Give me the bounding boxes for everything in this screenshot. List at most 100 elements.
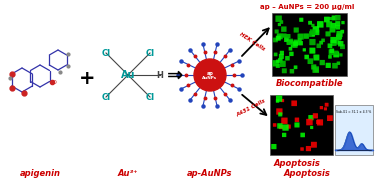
FancyBboxPatch shape [331, 23, 336, 28]
FancyBboxPatch shape [316, 120, 320, 124]
Text: Au³⁺: Au³⁺ [118, 169, 138, 178]
Bar [270, 95, 333, 155]
Text: ap: ap [206, 70, 214, 76]
FancyBboxPatch shape [293, 40, 299, 45]
FancyBboxPatch shape [276, 16, 282, 22]
FancyBboxPatch shape [335, 25, 340, 30]
FancyBboxPatch shape [335, 21, 340, 26]
FancyBboxPatch shape [330, 40, 336, 46]
FancyBboxPatch shape [300, 147, 304, 151]
FancyBboxPatch shape [311, 142, 317, 148]
FancyBboxPatch shape [281, 99, 284, 102]
Text: Cl: Cl [146, 92, 155, 102]
Text: Cl: Cl [101, 92, 110, 102]
Text: Sub-G1 = 31.1 ± 4.3 %: Sub-G1 = 31.1 ± 4.3 % [336, 110, 372, 114]
FancyBboxPatch shape [306, 146, 311, 151]
FancyBboxPatch shape [320, 60, 325, 65]
Text: HEK Cells: HEK Cells [239, 32, 266, 52]
FancyBboxPatch shape [313, 55, 319, 61]
FancyBboxPatch shape [316, 44, 321, 48]
FancyBboxPatch shape [313, 113, 318, 118]
FancyBboxPatch shape [287, 39, 293, 45]
FancyBboxPatch shape [299, 18, 303, 22]
FancyBboxPatch shape [314, 68, 318, 72]
FancyBboxPatch shape [308, 115, 314, 120]
FancyBboxPatch shape [293, 41, 298, 46]
FancyBboxPatch shape [282, 124, 289, 131]
FancyBboxPatch shape [317, 21, 324, 28]
FancyBboxPatch shape [279, 54, 284, 59]
FancyBboxPatch shape [336, 35, 341, 40]
FancyBboxPatch shape [277, 123, 283, 129]
FancyBboxPatch shape [338, 41, 341, 44]
FancyBboxPatch shape [280, 51, 284, 55]
Text: ⇒: ⇒ [167, 66, 183, 85]
FancyBboxPatch shape [289, 52, 294, 56]
FancyBboxPatch shape [276, 99, 279, 103]
FancyBboxPatch shape [294, 27, 299, 33]
FancyBboxPatch shape [273, 123, 276, 127]
FancyBboxPatch shape [340, 44, 345, 49]
Text: Apoptosis: Apoptosis [284, 169, 330, 178]
FancyBboxPatch shape [299, 41, 303, 45]
FancyBboxPatch shape [294, 122, 299, 128]
FancyBboxPatch shape [297, 33, 304, 40]
FancyBboxPatch shape [332, 15, 337, 20]
FancyBboxPatch shape [306, 119, 313, 125]
Bar [272, 13, 347, 76]
FancyBboxPatch shape [290, 69, 294, 73]
FancyBboxPatch shape [282, 133, 286, 137]
FancyBboxPatch shape [280, 20, 283, 24]
Text: +: + [79, 68, 95, 87]
FancyBboxPatch shape [311, 24, 314, 27]
Text: Cl: Cl [146, 48, 155, 57]
Text: Apoptosis: Apoptosis [273, 158, 320, 167]
FancyBboxPatch shape [287, 125, 291, 129]
Text: AuNPs: AuNPs [203, 76, 218, 80]
Text: A431 Cells: A431 Cells [235, 98, 266, 118]
Text: H: H [156, 70, 163, 79]
Bar [335, 105, 373, 155]
FancyBboxPatch shape [309, 31, 315, 37]
FancyBboxPatch shape [327, 115, 333, 121]
FancyBboxPatch shape [279, 125, 283, 129]
Text: Biocompatible: Biocompatible [276, 79, 343, 89]
FancyBboxPatch shape [336, 34, 342, 39]
FancyBboxPatch shape [328, 55, 332, 59]
FancyBboxPatch shape [304, 33, 309, 39]
FancyBboxPatch shape [330, 48, 334, 53]
FancyBboxPatch shape [313, 66, 319, 73]
FancyBboxPatch shape [289, 47, 292, 51]
Circle shape [194, 59, 226, 91]
FancyBboxPatch shape [273, 60, 279, 66]
FancyBboxPatch shape [309, 39, 316, 45]
FancyBboxPatch shape [329, 17, 332, 20]
FancyBboxPatch shape [324, 107, 327, 110]
FancyBboxPatch shape [319, 41, 323, 45]
FancyBboxPatch shape [312, 33, 315, 36]
FancyBboxPatch shape [309, 48, 315, 54]
FancyBboxPatch shape [338, 41, 344, 46]
FancyBboxPatch shape [277, 33, 283, 39]
FancyBboxPatch shape [313, 26, 319, 33]
FancyBboxPatch shape [276, 96, 282, 102]
FancyBboxPatch shape [287, 41, 290, 45]
FancyBboxPatch shape [320, 106, 323, 109]
FancyBboxPatch shape [274, 53, 277, 56]
FancyBboxPatch shape [341, 21, 345, 24]
FancyBboxPatch shape [311, 64, 316, 70]
FancyBboxPatch shape [330, 27, 335, 33]
FancyBboxPatch shape [325, 63, 331, 68]
FancyBboxPatch shape [301, 133, 305, 137]
FancyBboxPatch shape [304, 55, 309, 59]
FancyBboxPatch shape [336, 31, 342, 37]
FancyBboxPatch shape [334, 51, 338, 55]
Text: ap – AuNPs = 200 μg/ml: ap – AuNPs = 200 μg/ml [260, 4, 354, 10]
FancyBboxPatch shape [321, 39, 325, 42]
Text: Au: Au [121, 70, 135, 80]
FancyBboxPatch shape [310, 126, 313, 129]
FancyBboxPatch shape [310, 29, 316, 35]
Text: O: O [53, 79, 57, 85]
FancyBboxPatch shape [282, 68, 287, 73]
FancyBboxPatch shape [271, 144, 276, 149]
